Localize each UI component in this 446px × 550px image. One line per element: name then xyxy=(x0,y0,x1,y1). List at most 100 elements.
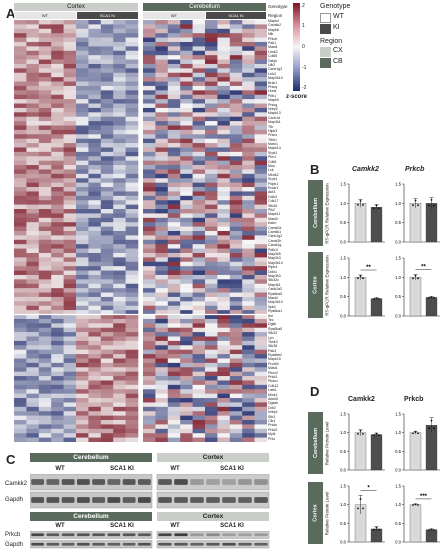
gene-label: Prkcz xyxy=(268,133,277,138)
heatmap-cell xyxy=(192,90,206,96)
heatmap-cell xyxy=(192,103,206,109)
heatmap-cell xyxy=(242,169,255,175)
heatmap-cell xyxy=(76,182,89,188)
heatmap-cell xyxy=(180,310,193,315)
heatmap-cell xyxy=(155,204,169,210)
heatmap-cell xyxy=(155,424,169,430)
heatmap-cell xyxy=(229,138,243,144)
heatmap-cell xyxy=(100,402,114,408)
heatmap-cell xyxy=(254,336,267,342)
heatmap-cell xyxy=(180,332,193,337)
heatmap-cell xyxy=(76,72,89,78)
heatmap-cell xyxy=(63,129,77,135)
heatmap-cell xyxy=(51,182,64,188)
heatmap-cell xyxy=(76,380,89,386)
heatmap-cell xyxy=(167,195,181,201)
heatmap-cell xyxy=(113,279,126,285)
heatmap-cell xyxy=(51,28,64,34)
heatmap-cell xyxy=(88,323,102,329)
heatmap-cell xyxy=(254,376,267,381)
heatmap-cell xyxy=(14,222,27,227)
heatmap-cell xyxy=(242,244,255,249)
heatmap-cell xyxy=(192,107,206,113)
heatmap-cell xyxy=(192,81,206,87)
y-tick-label: 0.5 xyxy=(340,449,346,454)
data-point xyxy=(362,507,364,510)
heatmap-cell xyxy=(217,129,231,135)
heatmap-cell xyxy=(76,187,89,192)
heatmap-cell xyxy=(100,257,114,263)
heatmap-cell xyxy=(113,332,126,337)
heatmap-cell xyxy=(14,314,27,320)
heatmap-cell xyxy=(217,213,231,219)
heatmap-cell xyxy=(192,362,206,368)
heatmap-cell xyxy=(113,305,126,311)
heatmap-cell xyxy=(205,24,218,30)
heatmap-cell xyxy=(88,37,102,43)
heatmap-cell xyxy=(113,169,126,175)
heatmap-cell xyxy=(26,41,40,47)
heatmap-cell xyxy=(180,296,193,302)
heatmap-cell xyxy=(63,20,77,25)
heatmap-cell xyxy=(205,204,218,210)
heatmap-cell xyxy=(76,323,89,329)
heatmap-cell xyxy=(100,226,114,232)
heatmap-cell xyxy=(76,420,89,425)
heatmap-cell xyxy=(26,367,40,372)
heatmap-cell xyxy=(205,398,218,403)
heatmap-cell xyxy=(217,112,231,118)
heatmap-cell xyxy=(254,103,267,109)
heatmap-cell xyxy=(192,266,206,271)
heatmap-cell xyxy=(51,437,64,442)
heatmap-cell xyxy=(125,354,139,359)
heatmap-cell xyxy=(229,283,243,289)
heatmap-cell xyxy=(229,151,243,157)
heatmap-cell xyxy=(63,424,77,430)
heatmap-cell xyxy=(155,103,169,109)
heatmap-cell xyxy=(88,59,102,65)
heatmap-cell xyxy=(125,191,139,197)
data-point xyxy=(375,297,378,300)
heatmap-cell xyxy=(180,103,193,109)
heatmap-cell xyxy=(63,217,77,223)
gene-label: Mark1 xyxy=(268,142,278,147)
heatmap-cell xyxy=(14,107,27,113)
heatmap-cell xyxy=(167,349,181,355)
heatmap-cell xyxy=(125,231,139,236)
heatmap-cell xyxy=(100,305,114,311)
heatmap-cell xyxy=(205,195,218,201)
heatmap-cell xyxy=(76,94,89,100)
heatmap-cell xyxy=(242,147,255,153)
panel-d-ylabel: Relative Protein Level xyxy=(324,421,330,465)
heatmap-cell xyxy=(143,248,156,254)
heatmap-cell xyxy=(229,143,243,148)
heatmap-cell xyxy=(242,345,255,350)
heatmap-cell xyxy=(254,217,267,223)
heatmap-cell xyxy=(100,37,114,43)
heatmap-cell xyxy=(217,314,231,320)
heatmap-cell xyxy=(38,371,52,377)
heatmap-cell xyxy=(113,384,126,390)
heatmap-cell xyxy=(14,46,27,52)
heatmap-cell xyxy=(63,63,77,69)
heatmap-cell xyxy=(205,20,218,25)
heatmap-cell xyxy=(180,41,193,47)
heatmap-cell xyxy=(217,222,231,227)
heatmap-cell xyxy=(205,160,218,166)
heatmap-cell xyxy=(229,332,243,337)
heatmap-cell xyxy=(229,270,243,276)
heatmap-cell xyxy=(88,213,102,219)
heatmap-cell xyxy=(254,107,267,113)
heatmap-cell xyxy=(26,231,40,236)
heatmap-cell xyxy=(14,217,27,223)
heatmap-cell xyxy=(205,305,218,311)
heatmap-cell xyxy=(205,437,218,442)
heatmap-cell xyxy=(38,200,52,205)
heatmap-cell xyxy=(88,248,102,254)
bar-wt xyxy=(409,504,422,543)
heatmap-cell xyxy=(125,380,139,386)
heatmap-cell xyxy=(205,323,218,329)
y-tick-label: 0.0 xyxy=(395,468,401,473)
heatmap-cell xyxy=(113,244,126,249)
y-tick-label: 0.5 xyxy=(340,294,346,299)
